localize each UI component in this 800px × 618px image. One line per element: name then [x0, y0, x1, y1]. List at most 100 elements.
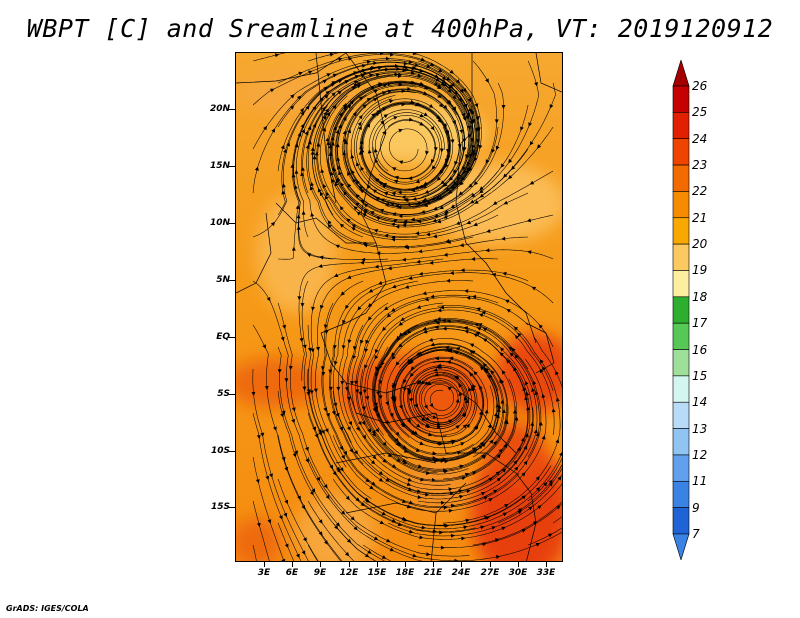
streamline-arrow	[385, 401, 390, 406]
streamlines	[251, 53, 562, 561]
streamline-arrow	[398, 82, 403, 87]
streamline	[252, 61, 476, 194]
streamline-arrow	[366, 123, 371, 128]
streamline-arrow	[401, 499, 407, 503]
streamline-arrow	[346, 426, 351, 431]
lon-label: 6E	[285, 568, 299, 578]
streamline-arrow	[408, 276, 413, 280]
streamline-arrow	[357, 306, 362, 311]
streamline-arrow	[539, 368, 544, 374]
streamline-arrow	[486, 229, 491, 233]
streamline-arrow	[290, 94, 295, 99]
lon-tick	[518, 562, 519, 567]
streamline-arrow	[424, 85, 429, 90]
streamline-arrow	[297, 95, 302, 100]
streamline-arrow	[422, 197, 427, 202]
streamline-arrow	[431, 159, 435, 164]
streamline-arrow	[349, 448, 354, 453]
streamline-arrow	[476, 307, 481, 312]
streamline-arrow	[288, 365, 293, 370]
streamline-arrow	[362, 104, 367, 109]
streamline-arrow	[349, 100, 355, 105]
streamline-arrow	[378, 471, 384, 475]
streamline-arrow	[336, 386, 341, 391]
streamline-arrow	[330, 141, 335, 146]
streamline-arrow	[445, 348, 450, 353]
streamline-arrow	[362, 213, 367, 217]
streamline-arrow	[464, 472, 470, 477]
streamline-arrow	[341, 454, 345, 460]
lon-label: 12E	[339, 568, 359, 578]
streamline-arrow	[378, 281, 383, 285]
streamline-arrow	[356, 84, 362, 89]
streamline	[361, 102, 449, 190]
streamline	[360, 343, 508, 471]
streamline-arrow	[473, 181, 478, 186]
streamline-arrow	[300, 166, 305, 171]
streamline	[387, 474, 562, 537]
streamline-arrow	[442, 326, 447, 331]
streamline-arrow	[358, 96, 364, 101]
streamline	[332, 358, 547, 512]
streamline-arrow	[373, 408, 378, 413]
lon-tick	[490, 562, 491, 567]
colorbar-label: 23	[692, 158, 708, 173]
streamline-arrow	[497, 404, 502, 409]
streamline-arrow	[444, 163, 449, 169]
streamline-arrow	[454, 558, 459, 561]
streamline-arrow	[398, 343, 403, 348]
streamline-arrow	[444, 345, 449, 350]
lon-label: 18E	[395, 568, 415, 578]
streamline-arrow	[496, 407, 501, 412]
streamline-arrow	[280, 144, 285, 150]
streamline	[348, 302, 516, 481]
streamline	[418, 503, 562, 548]
streamline-arrow	[319, 304, 324, 310]
streamline	[277, 53, 480, 208]
streamline-arrow	[448, 419, 453, 424]
streamline-arrow	[421, 416, 426, 421]
streamline-arrow	[255, 479, 260, 484]
streamline-arrow	[291, 419, 295, 424]
streamline-arrow	[316, 346, 320, 351]
streamline-arrow	[367, 303, 373, 308]
map-panel[interactable]	[235, 52, 563, 562]
streamline-arrow	[535, 487, 541, 492]
streamline-arrow	[532, 380, 537, 385]
streamline-arrow	[478, 445, 483, 450]
streamline-arrow	[555, 370, 559, 376]
streamline-arrow	[337, 79, 343, 84]
streamline-arrow	[429, 260, 434, 265]
streamline-arrow	[458, 489, 463, 493]
streamline-arrow	[313, 388, 318, 393]
streamline-arrow	[358, 150, 363, 155]
streamline-arrow	[331, 92, 336, 97]
streamline-arrow	[363, 203, 369, 208]
streamline-arrow	[448, 349, 453, 353]
colorbar-segment	[672, 112, 690, 140]
streamline	[392, 346, 505, 445]
streamline-arrow	[375, 428, 380, 433]
streamline	[296, 69, 472, 238]
streamline-arrow	[370, 460, 376, 465]
streamline	[310, 258, 444, 499]
streamline	[387, 328, 529, 495]
streamline-arrow	[347, 183, 352, 188]
streamline-arrow	[435, 365, 440, 369]
streamline-arrow	[521, 495, 526, 500]
streamline-arrow	[422, 291, 427, 296]
streamline-arrow	[352, 355, 357, 360]
streamline-arrow	[513, 460, 518, 465]
streamline-arrow	[369, 485, 374, 490]
streamline-arrow	[480, 492, 486, 496]
streamline-arrow	[442, 123, 447, 128]
streamline-arrow	[421, 525, 426, 530]
streamline-arrow	[419, 68, 424, 73]
streamline-arrow	[339, 206, 344, 211]
streamline-arrow	[401, 423, 406, 428]
streamline	[366, 309, 555, 436]
streamline-arrow	[403, 517, 408, 522]
streamline-arrow	[411, 187, 416, 192]
streamline-arrow	[319, 191, 324, 196]
streamline-arrow	[318, 531, 323, 536]
